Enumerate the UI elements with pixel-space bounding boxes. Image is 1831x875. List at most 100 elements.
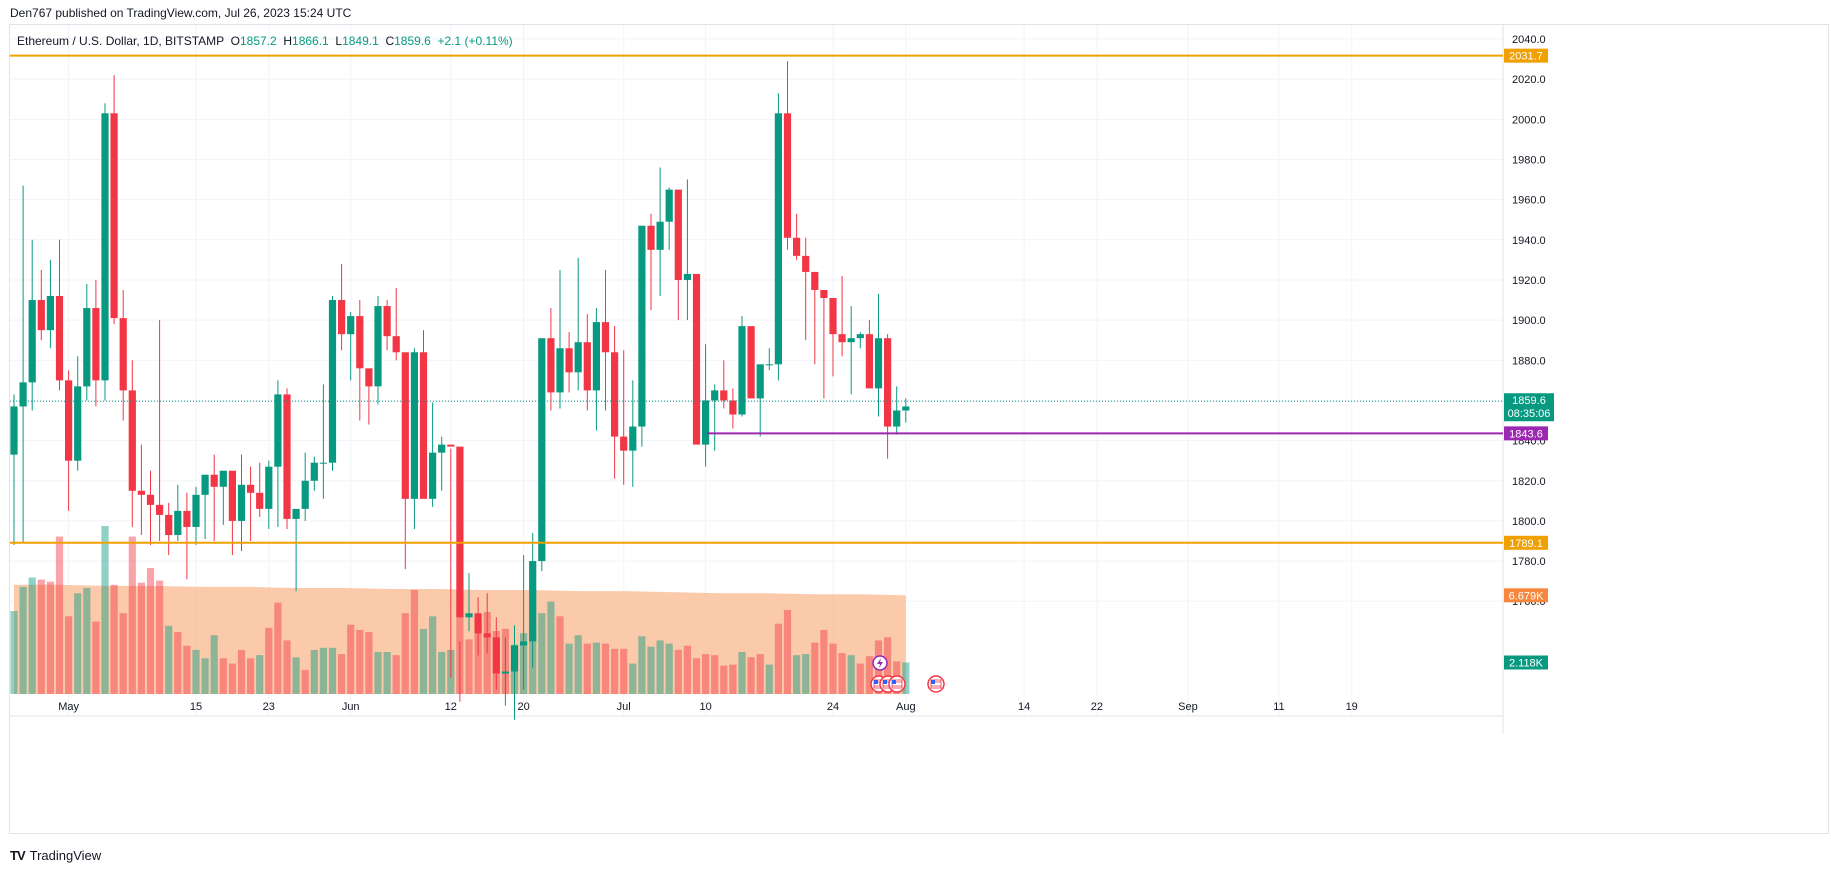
candle-body: [465, 613, 473, 618]
candle-body: [474, 613, 482, 634]
level-price-tag: [1504, 48, 1548, 63]
time-tick-label: 20: [517, 701, 529, 713]
volume-bar: [210, 635, 218, 694]
volume-bar: [620, 648, 628, 694]
candle-body: [429, 452, 437, 499]
lightning-bolt-icon: [877, 658, 883, 668]
time-tick-label: 10: [699, 701, 711, 713]
volume-bar: [256, 655, 264, 694]
volume-bar: [683, 645, 691, 694]
volume-bar: [702, 654, 710, 694]
candle-body: [811, 271, 819, 290]
candle-body: [838, 334, 846, 343]
candle-body: [893, 410, 901, 427]
open-value: 1857.2: [239, 34, 277, 48]
candle-body: [419, 352, 428, 499]
candle-body: [65, 380, 73, 461]
volume-bar: [274, 602, 282, 694]
volume-bar: [802, 654, 810, 694]
candle-body: [583, 342, 591, 391]
candle-body: [237, 484, 246, 521]
volume-bar: [556, 616, 564, 694]
volume-bar: [665, 643, 673, 694]
candle-body: [647, 225, 655, 250]
tradingview-footer[interactable]: TV TradingView: [10, 848, 101, 863]
price-tick-label: 1880.0: [1512, 355, 1546, 367]
candle-body: [310, 462, 318, 481]
volume-bar: [265, 627, 273, 694]
volume-bar: [228, 663, 236, 694]
candle-body: [274, 394, 282, 467]
volume-bar: [820, 629, 828, 694]
volume-bar: [756, 654, 764, 694]
volume-bar: [674, 649, 682, 694]
candle-body: [565, 348, 573, 373]
volume-bar: [183, 645, 191, 694]
price-tick-label: 1800.0: [1512, 516, 1546, 528]
volume-bar: [692, 658, 701, 694]
low-value: 1849.1: [342, 34, 379, 48]
time-tick-label: 24: [827, 701, 839, 713]
volume-bar: [774, 623, 782, 694]
volume-bar: [55, 536, 64, 694]
level-price-tag: [1504, 535, 1548, 550]
candle-body: [829, 298, 837, 335]
symbol-title[interactable]: Ethereum / U.S. Dollar, 1D, BITSTAMP: [17, 34, 224, 48]
price-tick-label: 1900.0: [1512, 315, 1546, 327]
price-tick-label: 1960.0: [1512, 195, 1546, 207]
volume-bar: [392, 655, 400, 694]
open-label: O: [230, 34, 240, 48]
candle-body: [174, 510, 182, 535]
volume-bar: [201, 658, 209, 694]
volume-ma-badge-label: 6.679K: [1509, 590, 1545, 602]
volume-last-badge: [1504, 655, 1548, 670]
candle-body: [674, 189, 682, 280]
candle-body: [902, 406, 910, 411]
candle-body: [374, 306, 382, 387]
candle-body: [165, 514, 173, 535]
candle-body: [210, 474, 218, 487]
candle-body: [74, 386, 82, 461]
candle-body: [683, 273, 691, 280]
volume-bar: [338, 654, 346, 694]
candle-body: [392, 336, 400, 353]
candle-body: [720, 390, 728, 401]
volume-bar: [219, 658, 227, 694]
volume-bar: [474, 620, 482, 694]
volume-bar: [793, 655, 801, 694]
candle-body: [247, 484, 255, 493]
candle-body: [765, 364, 773, 366]
time-tick-label: 11: [1273, 701, 1284, 713]
chart-frame[interactable]: [9, 24, 1829, 834]
volume-bar: [720, 665, 728, 694]
time-tick-label: 15: [190, 701, 202, 713]
tradingview-logo-icon: TV: [10, 848, 26, 863]
change-value: +2.1 (+0.11%): [437, 34, 513, 48]
volume-bar: [865, 656, 873, 694]
volume-bar: [283, 640, 291, 694]
time-tick-label: 22: [1091, 701, 1103, 713]
level-price-tag-label: 1843.6: [1509, 428, 1543, 440]
volume-bar: [237, 649, 246, 694]
volume-ma-area: [14, 584, 906, 694]
price-tick-label: 2020.0: [1512, 74, 1546, 86]
candle-body: [620, 436, 628, 451]
time-tick-label: 14: [1018, 701, 1030, 713]
candle-body: [638, 225, 646, 427]
candle-body: [37, 300, 45, 331]
candle-body: [592, 322, 600, 391]
us-flag-canton-icon: [874, 680, 878, 684]
candle-body: [146, 494, 155, 505]
tradingview-brand: TradingView: [29, 848, 102, 863]
us-flag-canton-icon: [883, 680, 887, 684]
volume-bar: [747, 657, 755, 694]
candle-body: [656, 221, 664, 250]
time-tick-label: Aug: [896, 701, 916, 713]
candle-body: [802, 255, 810, 272]
candle-body: [83, 308, 91, 387]
volume-bar: [829, 643, 837, 694]
candle-body: [783, 113, 792, 238]
volume-bar: [74, 593, 82, 694]
candle-body: [501, 671, 509, 674]
